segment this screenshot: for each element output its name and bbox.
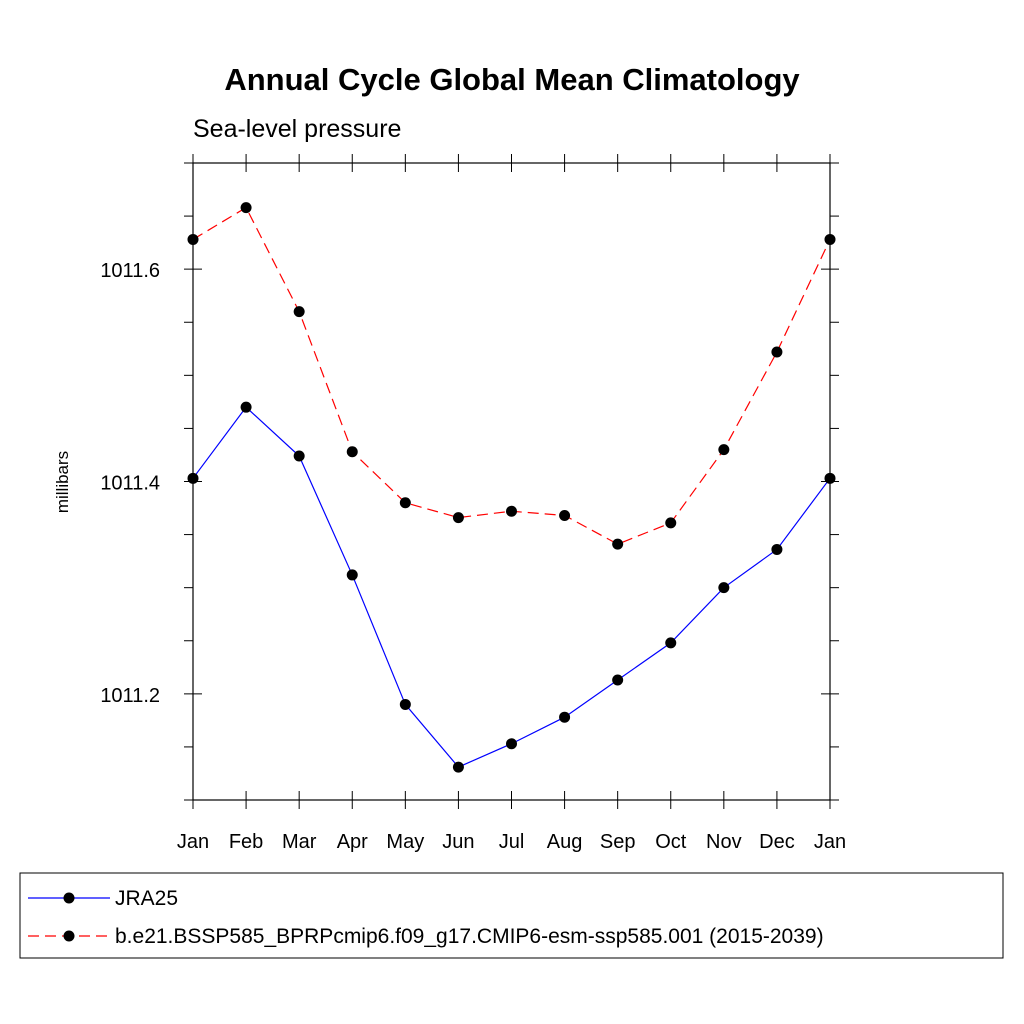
x-tick-label: Sep (600, 831, 636, 853)
plot-frame (192, 162, 831, 801)
x-tick-label: May (386, 831, 424, 853)
x-tick-label: Dec (759, 831, 795, 853)
data-point (346, 569, 358, 581)
data-point (399, 497, 411, 509)
y-tick-label: 1011.2 (100, 685, 160, 707)
legend: JRA25 b.e21.BSSP585_BPRPcmip6.f09_g17.CMI… (28, 887, 824, 948)
legend-label: b.e21.BSSP585_BPRPcmip6.f09_g17.CMIP6-es… (115, 925, 824, 948)
legend-box (19, 872, 1004, 959)
chart-subtitle: Sea-level pressure (193, 115, 401, 143)
x-tick-label: Oct (655, 831, 687, 853)
y-ticks: 1011.2 1011.4 1011.6 (100, 162, 839, 801)
data-point (612, 538, 624, 550)
data-point (293, 306, 305, 318)
legend-item: JRA25 (28, 887, 178, 910)
x-tick-label: Jul (499, 831, 525, 853)
data-point (771, 346, 783, 358)
data-point (824, 472, 836, 484)
data-point (559, 711, 571, 723)
data-point (559, 509, 571, 521)
chart-title: Annual Cycle Global Mean Climatology (224, 62, 800, 97)
data-point (665, 637, 677, 649)
x-tick-label: Jun (442, 831, 474, 853)
data-point (718, 444, 730, 456)
data-point (665, 517, 677, 529)
data-point (718, 582, 730, 594)
data-point (346, 446, 358, 458)
series-2 (187, 202, 836, 550)
x-tick-label: Aug (547, 831, 583, 853)
data-point (506, 505, 517, 517)
x-tick-label: Nov (706, 831, 742, 853)
legend-label: JRA25 (115, 887, 178, 910)
x-tick-label: Jan (814, 831, 846, 853)
data-point (240, 202, 252, 214)
data-point (452, 512, 464, 524)
x-tick-label: Apr (337, 831, 368, 853)
series-layer (187, 202, 836, 773)
legend-item: b.e21.BSSP585_BPRPcmip6.f09_g17.CMIP6-es… (28, 925, 824, 948)
data-point (293, 450, 305, 462)
y-tick-label: 1011.6 (100, 260, 160, 282)
data-point (506, 738, 517, 750)
data-point (187, 472, 199, 484)
series-1 (187, 401, 836, 773)
data-point (240, 401, 252, 413)
x-ticks: Jan Feb Mar Apr May Jun Jul Aug Sep Oct Nov Dec Jan (177, 154, 846, 853)
data-point (824, 233, 836, 245)
x-tick-label: Feb (229, 831, 263, 853)
x-tick-label: Jan (177, 831, 209, 853)
legend-marker (63, 892, 75, 904)
data-point (771, 543, 783, 555)
data-point (452, 761, 464, 773)
y-axis-label: millibars (53, 451, 72, 513)
data-point (612, 674, 624, 686)
series-line (192, 406, 831, 768)
y-tick-label: 1011.4 (100, 473, 160, 495)
series-line (192, 206, 831, 545)
data-point (399, 698, 411, 710)
x-tick-label: Mar (282, 831, 317, 853)
legend-marker (63, 930, 75, 942)
data-point (187, 233, 199, 245)
